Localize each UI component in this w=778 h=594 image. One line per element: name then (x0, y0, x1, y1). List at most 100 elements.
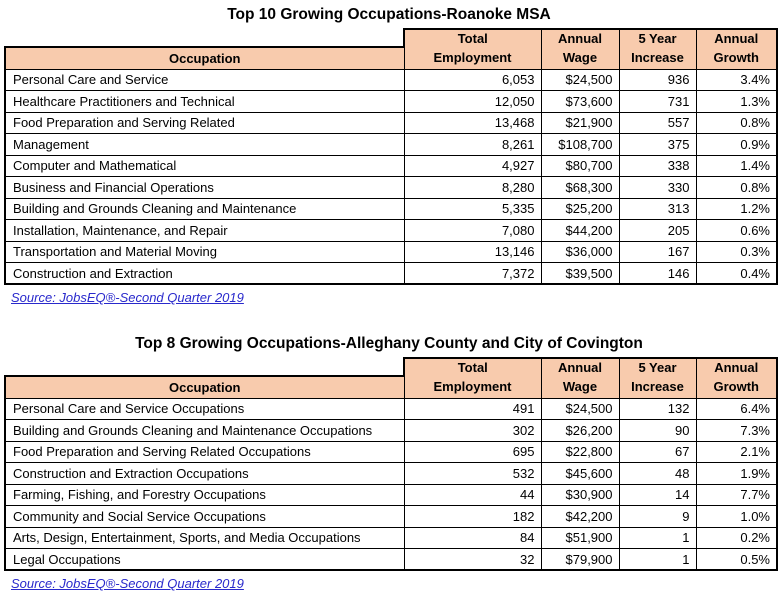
total-employment-cell: 13,146 (403, 240, 542, 263)
header-annual-wage-line1: Annual (540, 28, 620, 47)
total-employment-cell: 8,261 (403, 133, 542, 156)
alleghany-section: Top 8 Growing Occupations-Alleghany Coun… (0, 329, 778, 594)
annual-growth-cell: 1.0% (695, 505, 778, 528)
header-occupation: Occupation (4, 46, 405, 70)
annual-growth-cell: 1.3% (695, 90, 778, 113)
header-total-employment-line1: Total (403, 28, 542, 47)
table-row: Legal Occupations 32 $79,900 1 0.5% (4, 548, 778, 571)
total-employment-cell: 13,468 (403, 111, 542, 134)
header-five-year-increase-line2: Increase (618, 376, 697, 399)
five-year-increase-cell: 330 (618, 176, 697, 199)
source-link-alleghany[interactable]: Source: JobsEQ®-Second Quarter 2019 (11, 576, 244, 591)
table-row: Computer and Mathematical 4,927 $80,700 338… (4, 154, 778, 177)
total-employment-cell: 7,372 (403, 262, 542, 285)
occupation-cell: Food Preparation and Serving Related (4, 111, 405, 134)
table-row: Food Preparation and Serving Related Occ… (4, 440, 778, 463)
five-year-increase-cell: 48 (618, 462, 697, 485)
annual-growth-cell: 0.6% (695, 219, 778, 242)
occupation-cell: Personal Care and Service (4, 68, 405, 91)
section-gap (0, 308, 778, 329)
total-employment-cell: 84 (403, 526, 542, 549)
five-year-increase-cell: 132 (618, 397, 697, 420)
annual-growth-cell: 6.4% (695, 397, 778, 420)
annual-wage-cell: $24,500 (540, 397, 620, 420)
annual-growth-cell: 0.5% (695, 548, 778, 571)
annual-wage-cell: $36,000 (540, 240, 620, 263)
occupation-cell: Healthcare Practitioners and Technical (4, 90, 405, 113)
total-employment-cell: 302 (403, 419, 542, 442)
five-year-increase-cell: 146 (618, 262, 697, 285)
annual-wage-cell: $25,200 (540, 197, 620, 220)
annual-wage-cell: $45,600 (540, 462, 620, 485)
annual-wage-cell: $26,200 (540, 419, 620, 442)
header-annual-growth-line2: Growth (695, 47, 778, 70)
occupation-cell: Farming, Fishing, and Forestry Occupatio… (4, 483, 405, 506)
five-year-increase-cell: 1 (618, 548, 697, 571)
header-spacer-cell (5, 358, 404, 376)
occupation-cell: Legal Occupations (4, 548, 405, 571)
annual-wage-cell: $68,300 (540, 176, 620, 199)
table-row: Construction and Extraction Occupations 5… (4, 462, 778, 485)
table-row: Arts, Design, Entertainment, Sports, and… (4, 526, 778, 549)
source-link-roanoke[interactable]: Source: JobsEQ®-Second Quarter 2019 (11, 290, 244, 305)
five-year-increase-cell: 14 (618, 483, 697, 506)
occupation-cell: Management (4, 133, 405, 156)
occupation-cell: Installation, Maintenance, and Repair (4, 219, 405, 242)
annual-growth-cell: 0.2% (695, 526, 778, 549)
occupation-cell: Transportation and Material Moving (4, 240, 405, 263)
table-row: Business and Financial Operations 8,280 $6… (4, 176, 778, 199)
header-annual-wage-line1: Annual (540, 357, 620, 376)
annual-growth-cell: 0.8% (695, 176, 778, 199)
table-row: Transportation and Material Moving 13,146… (4, 240, 778, 263)
header-five-year-increase-line1: 5 Year (618, 28, 697, 47)
annual-wage-cell: $108,700 (540, 133, 620, 156)
annual-wage-cell: $24,500 (540, 68, 620, 91)
roanoke-occupations-table: Total Annual 5 Year Annual Occupation Em… (4, 28, 778, 285)
five-year-increase-cell: 90 (618, 419, 697, 442)
annual-wage-cell: $39,500 (540, 262, 620, 285)
table-row: Food Preparation and Serving Related 13,4… (4, 111, 778, 134)
table-row: Building and Grounds Cleaning and Mainte… (4, 419, 778, 442)
table-row: Building and Grounds Cleaning and Mainte… (4, 197, 778, 220)
total-employment-cell: 6,053 (403, 68, 542, 91)
table-title-roanoke: Top 10 Growing Occupations-Roanoke MSA (227, 6, 551, 23)
header-row-top: Total Annual 5 Year Annual (5, 357, 778, 376)
total-employment-cell: 44 (403, 483, 542, 506)
annual-growth-cell: 3.4% (695, 68, 778, 91)
header-total-employment-line1: Total (403, 357, 542, 376)
annual-wage-cell: $51,900 (540, 526, 620, 549)
table-row: Personal Care and Service 6,053 $24,500 936… (4, 68, 778, 91)
occupation-cell: Personal Care and Service Occupations (4, 397, 405, 420)
five-year-increase-cell: 9 (618, 505, 697, 528)
total-employment-cell: 7,080 (403, 219, 542, 242)
occupation-cell: Food Preparation and Serving Related Occ… (4, 440, 405, 463)
header-total-employment-line2: Employment (403, 376, 542, 399)
annual-growth-cell: 2.1% (695, 440, 778, 463)
annual-growth-cell: 1.2% (695, 197, 778, 220)
table-row: Community and Social Service Occupations… (4, 505, 778, 528)
five-year-increase-cell: 375 (618, 133, 697, 156)
header-five-year-increase-line2: Increase (618, 47, 697, 70)
annual-wage-cell: $80,700 (540, 154, 620, 177)
annual-growth-cell: 1.4% (695, 154, 778, 177)
five-year-increase-cell: 167 (618, 240, 697, 263)
five-year-increase-cell: 936 (618, 68, 697, 91)
total-employment-cell: 695 (403, 440, 542, 463)
table-row: Healthcare Practitioners and Technical 12… (4, 90, 778, 113)
header-occupation: Occupation (4, 375, 405, 399)
five-year-increase-cell: 1 (618, 526, 697, 549)
header-five-year-increase-line1: 5 Year (618, 357, 697, 376)
table-row: Construction and Extraction 7,372 $39,500 1… (4, 262, 778, 285)
five-year-increase-cell: 557 (618, 111, 697, 134)
total-employment-cell: 8,280 (403, 176, 542, 199)
annual-wage-cell: $44,200 (540, 219, 620, 242)
total-employment-cell: 4,927 (403, 154, 542, 177)
annual-growth-cell: 0.3% (695, 240, 778, 263)
table-row: Personal Care and Service Occupations 491… (4, 397, 778, 420)
five-year-increase-cell: 313 (618, 197, 697, 220)
table-row: Management 8,261 $108,700 375 0.9% (4, 133, 778, 156)
total-employment-cell: 5,335 (403, 197, 542, 220)
alleghany-occupations-table: Total Annual 5 Year Annual Occupation Em… (4, 357, 778, 571)
annual-wage-cell: $42,200 (540, 505, 620, 528)
